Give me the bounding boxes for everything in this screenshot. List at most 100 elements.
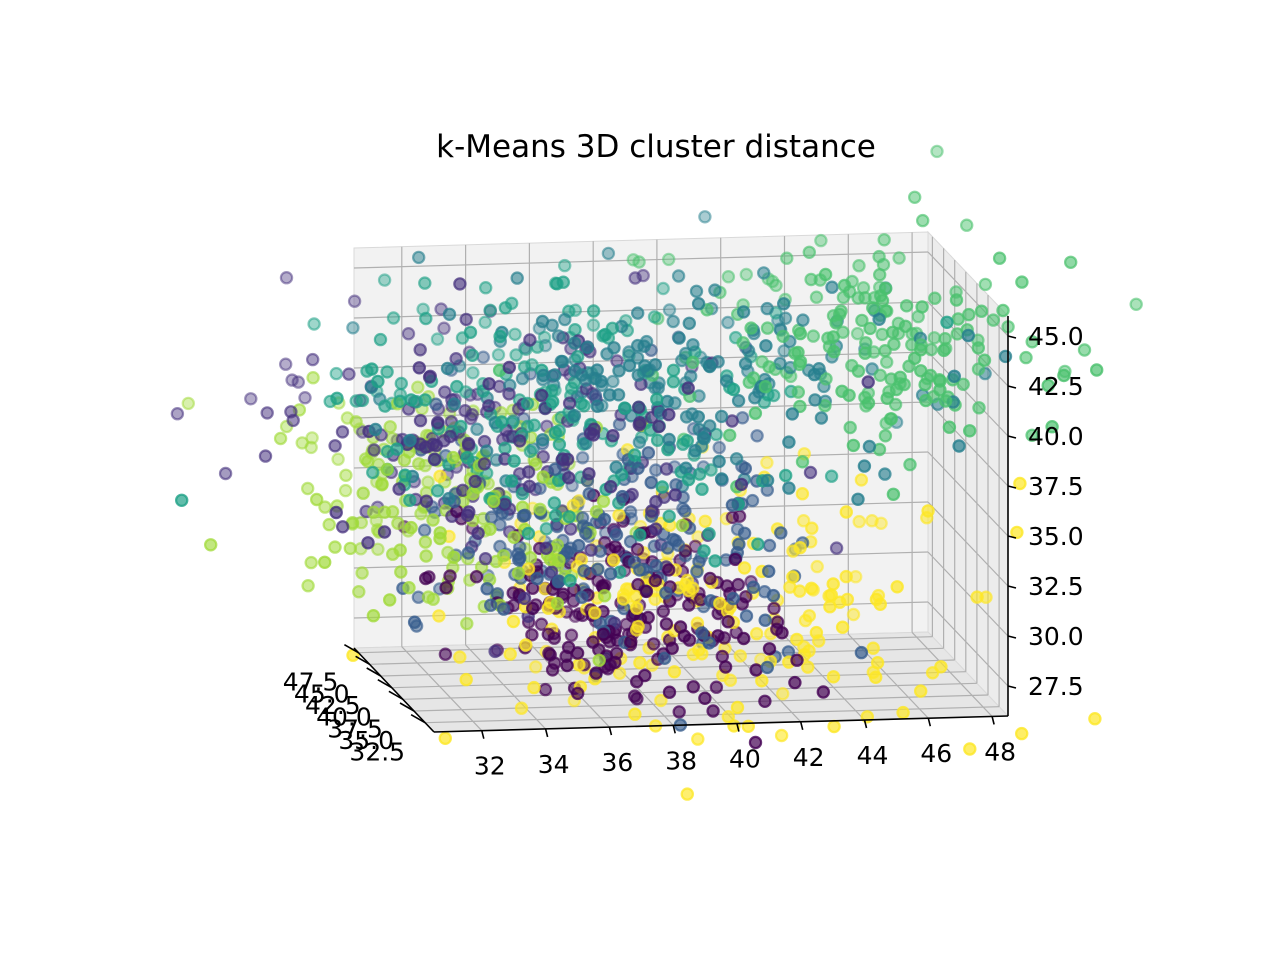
data-point	[306, 371, 320, 385]
x-tick-label: 34	[538, 750, 570, 779]
data-point	[535, 388, 549, 403]
data-point	[862, 439, 877, 454]
data-point	[533, 481, 547, 495]
data-point	[530, 571, 544, 586]
data-point	[668, 488, 682, 502]
data-point	[641, 446, 656, 460]
data-point	[721, 270, 736, 284]
data-point	[960, 218, 974, 232]
data-point	[604, 480, 618, 494]
data-point	[693, 467, 707, 481]
data-point	[346, 321, 360, 335]
data-point	[875, 327, 889, 342]
data-point	[762, 642, 777, 656]
data-point	[878, 467, 892, 481]
data-point	[766, 588, 781, 603]
data-point	[927, 331, 942, 345]
data-point	[403, 433, 417, 448]
data-point	[483, 522, 497, 536]
data-point	[483, 303, 497, 317]
data-point	[523, 333, 537, 347]
data-point	[429, 397, 443, 411]
data-point	[590, 363, 604, 377]
data-point	[691, 410, 706, 424]
data-point	[582, 467, 596, 481]
data-point	[427, 452, 442, 466]
data-point	[633, 528, 647, 542]
data-point	[758, 613, 772, 627]
data-point	[751, 537, 765, 551]
data-point	[367, 505, 381, 519]
data-point	[322, 517, 336, 532]
data-point	[563, 573, 577, 588]
data-point	[361, 536, 375, 550]
data-point	[279, 357, 293, 371]
data-point	[1019, 350, 1033, 365]
data-point	[551, 329, 566, 343]
y-tick-label: 40.0	[316, 703, 372, 732]
data-point	[517, 591, 532, 606]
data-point	[366, 465, 380, 480]
data-point	[498, 441, 512, 455]
data-point	[873, 597, 888, 612]
data-point	[762, 538, 777, 553]
data-point	[872, 249, 886, 264]
data-point	[521, 465, 536, 479]
data-point	[373, 332, 388, 347]
data-point	[726, 382, 741, 397]
data-point	[998, 349, 1013, 364]
data-point	[447, 550, 461, 565]
data-point	[580, 340, 595, 354]
data-point	[877, 233, 891, 247]
data-point	[586, 428, 601, 442]
data-point	[870, 656, 885, 670]
data-point	[498, 301, 513, 315]
data-point	[244, 392, 258, 406]
data-point	[708, 283, 722, 297]
data-point	[732, 537, 746, 552]
data-point	[560, 452, 575, 466]
data-point	[659, 586, 673, 600]
data-point	[776, 687, 790, 701]
data-point	[218, 466, 233, 481]
data-point	[696, 431, 711, 445]
data-point	[933, 383, 947, 397]
z-tick-mark	[1007, 435, 1017, 439]
data-point	[837, 278, 852, 293]
data-point	[572, 658, 586, 672]
data-point	[606, 374, 620, 389]
data-point	[413, 343, 427, 357]
data-point	[606, 553, 621, 567]
z-tick-label: 30.0	[1028, 622, 1084, 651]
data-point	[885, 325, 900, 339]
data-point	[442, 307, 457, 321]
data-point	[782, 481, 796, 495]
data-point	[591, 562, 605, 577]
data-point	[422, 370, 437, 384]
data-point	[758, 380, 773, 394]
data-point	[412, 250, 426, 265]
data-point	[549, 508, 563, 523]
data-point	[1025, 428, 1039, 442]
data-point	[857, 459, 872, 473]
data-point	[746, 580, 761, 594]
data-point	[671, 269, 686, 283]
data-point	[921, 504, 935, 518]
data-point	[806, 329, 821, 343]
data-point	[775, 626, 789, 640]
data-point	[523, 444, 538, 459]
data-point	[575, 590, 589, 604]
data-point	[480, 582, 494, 596]
data-point	[586, 318, 601, 332]
data-point	[632, 418, 647, 432]
data-point	[506, 614, 521, 629]
data-point	[633, 656, 647, 670]
data-point	[450, 379, 464, 394]
grid-line-z	[927, 301, 1009, 387]
data-point	[652, 419, 666, 434]
data-point	[855, 313, 869, 328]
data-point	[419, 311, 433, 326]
data-point	[453, 650, 467, 664]
data-point	[548, 368, 562, 382]
data-point	[734, 477, 749, 492]
